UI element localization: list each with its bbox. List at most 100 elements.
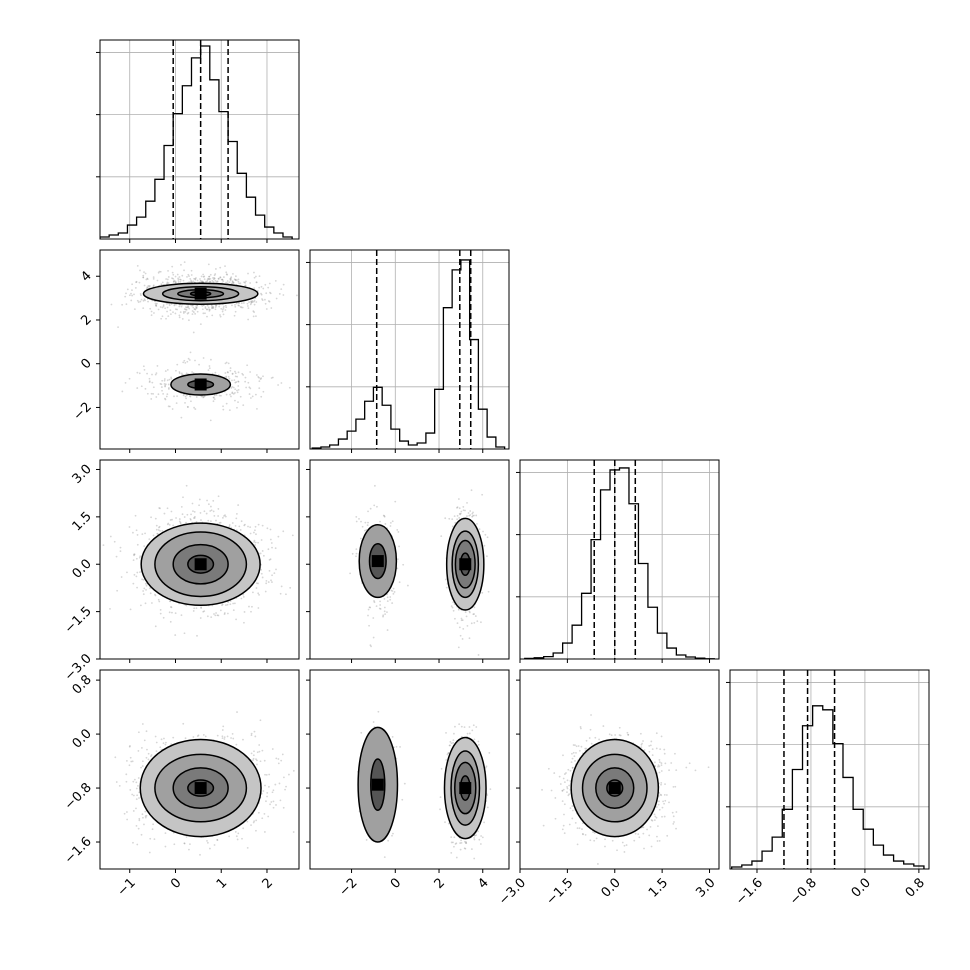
scatter-point	[154, 373, 157, 376]
scatter-point	[355, 520, 358, 523]
scatter-point	[444, 517, 447, 520]
scatter-point	[224, 362, 227, 365]
scatter-point	[366, 524, 369, 527]
scatter-point	[234, 279, 237, 281]
scatter-point	[225, 361, 228, 364]
scatter-point	[222, 725, 225, 728]
scatter-point	[167, 405, 170, 408]
panel-plot-area	[100, 40, 299, 239]
scatter-point	[396, 529, 399, 531]
scatter-point	[121, 390, 124, 393]
scatter-point	[154, 593, 156, 596]
scatter-point	[392, 592, 395, 595]
scatter-point	[271, 791, 274, 794]
scatter-point	[170, 377, 173, 380]
scatter-point	[146, 278, 149, 281]
scatter-point	[185, 521, 187, 524]
scatter-point	[264, 283, 267, 286]
scatter-point	[224, 372, 227, 374]
scatter-point	[212, 396, 215, 399]
scatter-point	[167, 387, 170, 389]
scatter-point	[154, 625, 157, 628]
scatter-point	[249, 387, 252, 390]
scatter-point	[164, 384, 167, 387]
scatter-point	[275, 757, 278, 760]
scatter-point	[158, 507, 161, 509]
scatter-point	[150, 398, 153, 400]
scatter-point	[251, 395, 254, 398]
scatter-point	[265, 774, 268, 776]
scatter-point	[135, 557, 138, 560]
scatter-point	[137, 827, 140, 830]
scatter-point	[142, 365, 145, 368]
scatter-point	[229, 367, 232, 369]
scatter-point	[197, 734, 200, 737]
scatter-point	[369, 507, 372, 510]
scatter-point	[258, 380, 261, 383]
scatter-point	[251, 299, 254, 302]
scatter-point	[255, 819, 258, 822]
scatter-point	[249, 303, 252, 306]
scatter-point	[155, 524, 158, 527]
scatter-point	[184, 361, 187, 364]
scatter-point	[224, 309, 227, 311]
scatter-point	[482, 530, 484, 533]
scatter-point	[254, 525, 257, 528]
scatter-point	[284, 788, 286, 791]
scatter-point	[231, 391, 234, 394]
scatter-point	[166, 306, 169, 309]
scatter-point	[264, 302, 267, 305]
scatter-point	[219, 266, 222, 269]
scatter-point	[162, 392, 165, 395]
scatter-point	[163, 737, 165, 740]
scatter-point	[261, 298, 263, 300]
scatter-point	[472, 613, 475, 616]
scatter-point	[253, 303, 256, 306]
scatter-point	[190, 279, 193, 282]
scatter-point	[188, 281, 191, 283]
scatter-point	[154, 594, 157, 597]
scatter-point	[166, 379, 169, 382]
scatter-point	[179, 280, 182, 283]
scatter-point	[255, 587, 258, 589]
scatter-point	[250, 734, 253, 737]
scatter-point	[138, 797, 140, 799]
scatter-point	[202, 281, 205, 283]
panel-frame	[519, 459, 720, 660]
scatter-point	[136, 543, 139, 546]
scatter-point	[460, 619, 463, 622]
scatter-point	[193, 607, 196, 610]
scatter-point	[150, 516, 152, 519]
scatter-point	[250, 824, 252, 827]
scatter-point	[203, 275, 206, 278]
scatter-point	[202, 275, 205, 278]
scatter-point	[355, 552, 358, 555]
scatter-point	[257, 607, 260, 609]
scatter-point	[230, 395, 232, 398]
scatter-point	[239, 305, 242, 308]
scatter-point	[360, 537, 362, 540]
panel-plot-area	[110, 261, 298, 422]
scatter-point	[119, 550, 122, 553]
scatter-point	[165, 278, 168, 280]
scatter-point	[172, 311, 174, 314]
y-tick-label: 0	[78, 356, 94, 372]
scatter-point	[202, 273, 205, 276]
scatter-point	[373, 484, 376, 487]
scatter-point	[208, 308, 210, 311]
scatter-point	[184, 395, 187, 398]
scatter-point	[396, 567, 399, 570]
scatter-point	[244, 281, 247, 284]
scatter-point	[233, 314, 236, 317]
scatter-point	[222, 280, 225, 282]
scatter-point	[189, 517, 192, 520]
scatter-point	[180, 416, 183, 419]
scatter-point	[185, 394, 188, 397]
scatter-point	[194, 308, 197, 311]
scatter-point	[468, 637, 471, 640]
scatter-point	[370, 645, 372, 648]
scatter-point	[203, 610, 206, 613]
scatter-point	[232, 272, 234, 275]
scatter-point	[169, 606, 172, 608]
scatter-point	[184, 310, 187, 313]
